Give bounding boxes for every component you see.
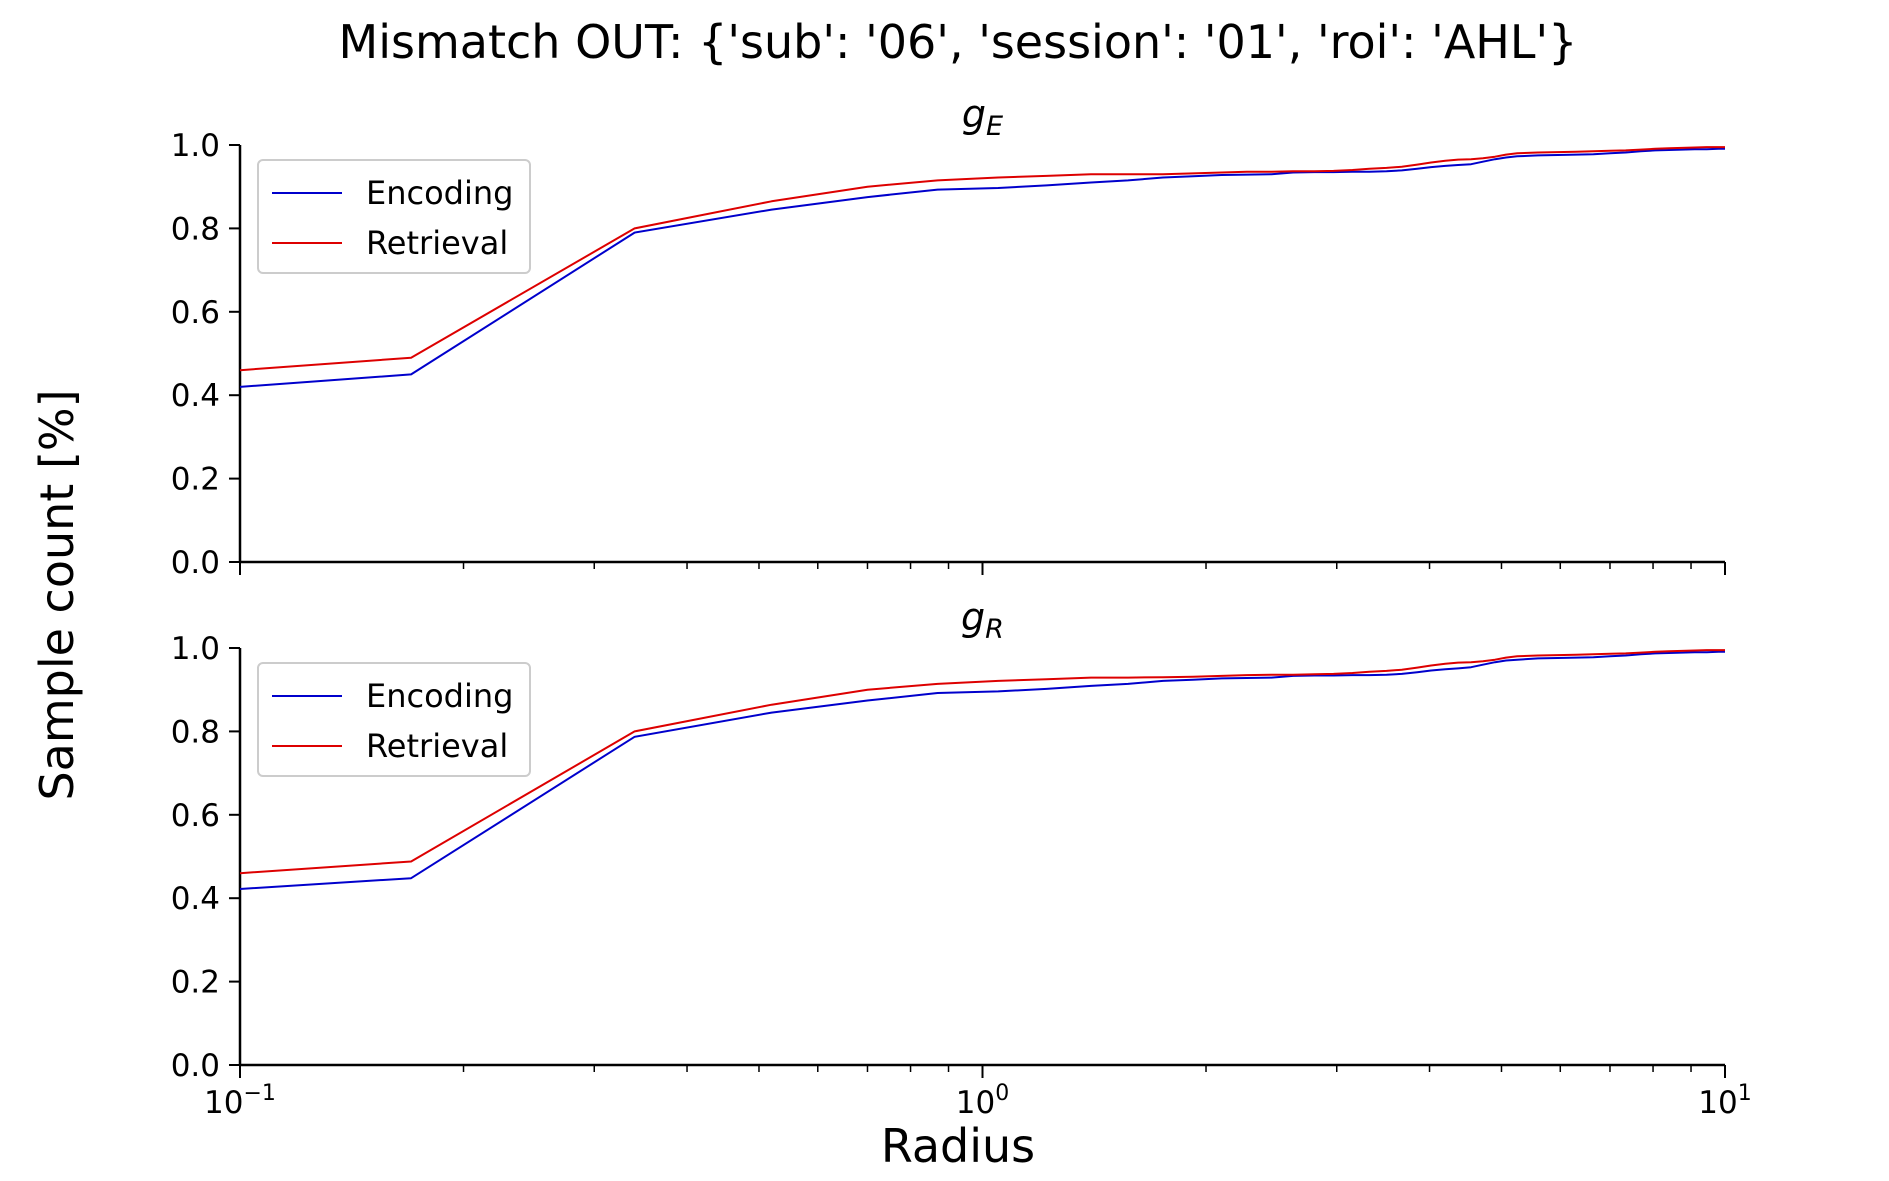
legend-box <box>257 662 531 777</box>
legend-label: Retrieval <box>366 224 508 262</box>
y-tick-label: 1.0 <box>171 128 220 164</box>
legend-label: Retrieval <box>366 727 508 765</box>
x-tick-label: 100 <box>956 1081 1009 1121</box>
y-axis-label: Sample count [%] <box>30 389 84 800</box>
x-tick-label: 101 <box>1698 1081 1751 1121</box>
y-tick-label: 1.0 <box>171 631 220 667</box>
legend-label: Encoding <box>366 174 513 212</box>
y-tick-label: 0.0 <box>171 1048 220 1084</box>
y-tick-label: 0.6 <box>171 295 220 331</box>
subplot-gR: gR 0.0 0.2 0.4 0.6 0.8 1.0 10−1 100 101 Encoding Re… <box>171 595 1752 1121</box>
y-tick-label: 0.4 <box>171 881 220 917</box>
subplot-gE: gE 0.0 0.2 0.4 0.6 0.8 1.0 Encoding Retrieval <box>171 92 1726 581</box>
y-tick-label: 0.8 <box>171 211 220 247</box>
figure-suptitle: Mismatch OUT: {'sub': '06', 'session': '… <box>339 15 1578 69</box>
series-line-encoding <box>239 650 1725 890</box>
series-line-retrieval <box>239 146 1725 372</box>
y-tick-label: 0.8 <box>171 714 220 750</box>
series-line-encoding <box>239 147 1725 388</box>
legend-label: Encoding <box>366 677 513 715</box>
subplot-title: gR <box>961 595 1004 645</box>
y-tick-label: 0.6 <box>171 798 220 834</box>
y-tick-label: 0.2 <box>171 462 220 498</box>
y-tick-label: 0.0 <box>171 545 220 581</box>
x-axis-label: Radius <box>881 1119 1035 1173</box>
y-tick-label: 0.4 <box>171 378 220 414</box>
subplot-title: gE <box>962 92 1003 142</box>
y-tick-label: 0.2 <box>171 965 220 1001</box>
legend-box <box>257 159 531 274</box>
series-line-retrieval <box>239 649 1725 875</box>
x-tick-label: 10−1 <box>204 1081 276 1121</box>
